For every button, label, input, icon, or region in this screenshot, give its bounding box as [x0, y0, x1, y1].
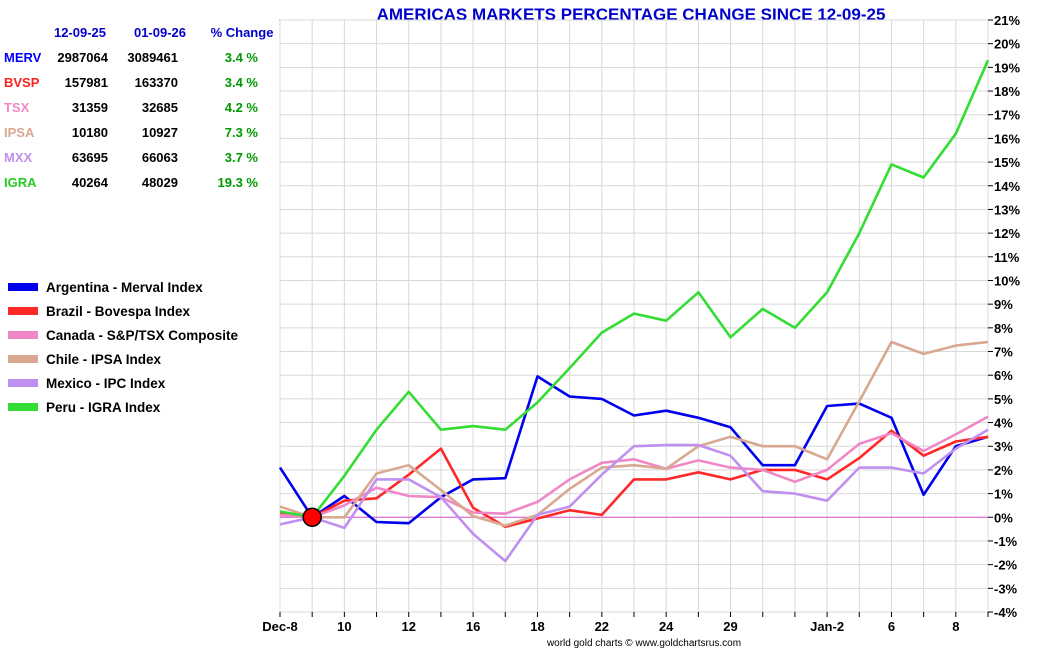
series-lines	[278, 59, 990, 563]
legend-swatch	[8, 283, 38, 291]
series-line-brazil	[279, 429, 989, 529]
legend-swatch	[8, 307, 38, 315]
chart-title: AMERICAS MARKETS PERCENTAGE CHANGE SINCE…	[377, 5, 886, 24]
legend-swatch	[8, 355, 38, 363]
table-row-change: 3.4 %	[225, 50, 259, 65]
y-tick-label: -1%	[994, 534, 1018, 549]
table-row-start: 40264	[72, 175, 109, 190]
y-tick-label: 8%	[994, 321, 1013, 336]
legend-label: Brazil - Bovespa Index	[46, 304, 191, 319]
table-row-name: BVSP	[4, 75, 40, 90]
y-tick-label: 21%	[994, 13, 1020, 28]
legend: Argentina - Merval Index Brazil - Bovespa…	[8, 280, 239, 415]
y-axis: 21% 20% 19% 18% 17% 16% 15% 14% 13% 12% 11% 10% 9% 8%…	[988, 13, 1020, 620]
series-line-canada	[279, 415, 989, 519]
table-row-name: IGRA	[4, 175, 37, 190]
legend-label: Canada - S&P/TSX Composite	[46, 328, 239, 343]
y-tick-label: -2%	[994, 558, 1018, 573]
x-tick-label: 12	[401, 619, 415, 634]
y-tick-label: 11%	[994, 250, 1020, 265]
y-tick-label: 19%	[994, 60, 1020, 75]
x-tick-label: 24	[659, 619, 674, 634]
y-tick-label: 13%	[994, 202, 1020, 217]
y-tick-label: 4%	[994, 416, 1013, 431]
series-line-argentina	[278, 375, 989, 525]
table-row-end: 66063	[142, 150, 178, 165]
chart-footer: world gold charts © www.goldchartsrus.co…	[546, 638, 741, 649]
legend-swatch	[8, 379, 38, 387]
x-tick-label: 8	[952, 619, 959, 634]
table-row-change: 3.7 %	[225, 150, 259, 165]
x-tick-label: 6	[888, 619, 895, 634]
x-tick-label: Jan-2	[810, 619, 844, 634]
x-tick-label: Dec-8	[262, 619, 297, 634]
series-line-mexico	[279, 428, 989, 563]
table-row-start: 31359	[72, 100, 108, 115]
y-tick-label: 9%	[994, 297, 1013, 312]
y-tick-label: 2%	[994, 463, 1013, 478]
y-tick-label: 18%	[994, 84, 1020, 99]
y-tick-label: -4%	[994, 605, 1018, 620]
x-tick-label: 10	[337, 619, 351, 634]
y-tick-label: 14%	[994, 179, 1020, 194]
table-header-end: 01-09-26	[134, 25, 186, 40]
table-row-start: 63695	[72, 150, 108, 165]
series-line-chile	[279, 340, 989, 527]
x-tick-label: 16	[466, 619, 480, 634]
y-tick-label: 10%	[994, 273, 1020, 288]
summary-table: 12-09-25 01-09-26 % Change MERV 2987064 30…	[4, 25, 273, 190]
table-row-end: 163370	[135, 75, 178, 90]
series-line-peru	[279, 59, 990, 519]
y-tick-label: 12%	[994, 226, 1020, 241]
table-row-name: MXX	[4, 150, 33, 165]
table-row-name: MERV	[4, 50, 42, 65]
y-tick-label: 15%	[994, 155, 1020, 170]
table-header-change: % Change	[211, 25, 274, 40]
y-tick-label: 1%	[994, 487, 1013, 502]
x-tick-label: 29	[723, 619, 737, 634]
table-row-change: 7.3 %	[225, 125, 259, 140]
legend-swatch	[8, 403, 38, 411]
table-row-name: IPSA	[4, 125, 35, 140]
y-tick-label: 17%	[994, 108, 1020, 123]
table-row-end: 10927	[142, 125, 178, 140]
table-header-start: 12-09-25	[54, 25, 106, 40]
x-axis: Dec-8 10 12 16 18 22 24 29 Jan-2 6 8	[262, 612, 989, 634]
table-row-end: 48029	[142, 175, 178, 190]
legend-swatch	[8, 331, 38, 339]
y-tick-label: -3%	[994, 581, 1018, 596]
table-row-change: 3.4 %	[225, 75, 259, 90]
x-tick-label: 18	[530, 619, 544, 634]
y-tick-label: 6%	[994, 368, 1013, 383]
table-row-start: 10180	[72, 125, 108, 140]
table-row-start: 157981	[65, 75, 108, 90]
x-tick-label: 22	[595, 619, 609, 634]
legend-label: Peru - IGRA Index	[46, 400, 161, 415]
y-tick-label: 16%	[994, 131, 1020, 146]
y-tick-label: 20%	[994, 37, 1020, 52]
legend-label: Chile - IPSA Index	[46, 352, 162, 367]
table-row-change: 19.3 %	[218, 175, 259, 190]
table-row-start: 2987064	[57, 50, 108, 65]
y-tick-label: 0%	[994, 510, 1013, 525]
table-row-end: 3089461	[127, 50, 178, 65]
y-tick-label: 5%	[994, 392, 1013, 407]
table-row-end: 32685	[142, 100, 178, 115]
legend-label: Mexico - IPC Index	[46, 376, 166, 391]
table-row-name: TSX	[4, 100, 30, 115]
legend-label: Argentina - Merval Index	[46, 280, 203, 295]
base-date-marker	[302, 507, 322, 528]
y-tick-label: 7%	[994, 345, 1013, 360]
table-row-change: 4.2 %	[225, 100, 259, 115]
y-tick-label: 3%	[994, 439, 1013, 454]
